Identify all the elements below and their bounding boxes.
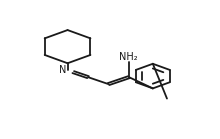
- Text: NH₂: NH₂: [119, 52, 138, 62]
- Text: N: N: [59, 65, 66, 75]
